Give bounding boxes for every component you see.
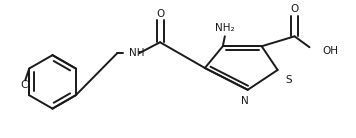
Text: N: N: [241, 96, 248, 106]
Text: OH: OH: [323, 46, 339, 56]
Text: NH₂: NH₂: [215, 23, 235, 33]
Text: Cl: Cl: [20, 80, 30, 90]
Text: S: S: [285, 75, 292, 85]
Text: NH: NH: [129, 48, 145, 58]
Text: O: O: [156, 9, 164, 19]
Text: O: O: [290, 4, 299, 14]
